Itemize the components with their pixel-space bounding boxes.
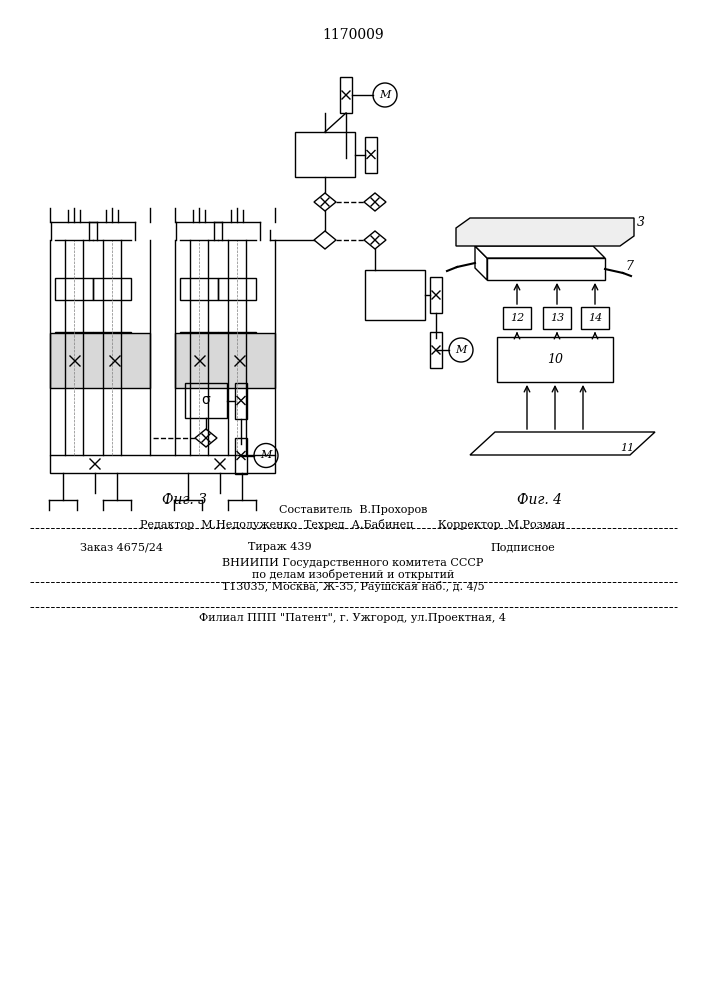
- Text: 10: 10: [547, 353, 563, 366]
- Bar: [581, 307, 609, 329]
- Bar: [365, 136, 377, 172]
- Text: M: M: [380, 90, 391, 100]
- Bar: [430, 277, 442, 313]
- Text: Редактор  М.Недолуженко  Техред  А.Бабинец       Корректор  М.Розман: Редактор М.Недолуженко Техред А.Бабинец …: [141, 520, 566, 530]
- Bar: [503, 307, 531, 329]
- Bar: [295, 132, 355, 177]
- Bar: [55, 332, 93, 354]
- Bar: [235, 438, 247, 474]
- Text: Заказ 4675/24: Заказ 4675/24: [80, 542, 163, 552]
- Text: по делам изобретений и открытий: по делам изобретений и открытий: [252, 570, 454, 580]
- Bar: [180, 278, 218, 300]
- Text: Филиал ППП "Патент", г. Ужгород, ул.Проектная, 4: Филиал ППП "Патент", г. Ужгород, ул.Прое…: [199, 613, 506, 623]
- Text: 3: 3: [637, 217, 645, 230]
- Bar: [365, 270, 425, 320]
- Bar: [497, 337, 613, 382]
- Text: 12: 12: [510, 313, 524, 323]
- Bar: [180, 332, 218, 354]
- Bar: [487, 258, 605, 280]
- Bar: [218, 278, 256, 300]
- Bar: [175, 333, 275, 388]
- Polygon shape: [475, 246, 487, 280]
- Bar: [543, 307, 571, 329]
- Text: Составитель  В.Прохоров: Составитель В.Прохоров: [279, 505, 427, 515]
- Text: Тираж 439: Тираж 439: [248, 542, 312, 552]
- Text: 113035, Москва, Ж-35, Раушская наб., д. 4/5: 113035, Москва, Ж-35, Раушская наб., д. …: [222, 582, 484, 592]
- Text: Подписное: Подписное: [490, 542, 555, 552]
- Text: ВНИИПИ Государственного комитета СССР: ВНИИПИ Государственного комитета СССР: [222, 558, 484, 568]
- Text: 11: 11: [620, 443, 634, 453]
- Text: 7: 7: [625, 260, 633, 273]
- Text: 13: 13: [550, 313, 564, 323]
- Bar: [430, 332, 442, 368]
- Polygon shape: [470, 432, 655, 455]
- Bar: [235, 382, 247, 418]
- Bar: [50, 455, 275, 473]
- Text: Фиг. 4: Фиг. 4: [518, 493, 563, 507]
- Text: M: M: [455, 345, 467, 355]
- Text: M: M: [260, 450, 271, 460]
- Bar: [55, 278, 93, 300]
- Bar: [93, 332, 131, 354]
- Bar: [218, 332, 256, 354]
- Text: 14: 14: [588, 313, 602, 323]
- Bar: [185, 383, 227, 418]
- Polygon shape: [456, 218, 634, 246]
- Bar: [93, 278, 131, 300]
- Text: σ: σ: [201, 393, 211, 408]
- Polygon shape: [475, 246, 605, 258]
- Text: Фиг. 3: Фиг. 3: [163, 493, 207, 507]
- Text: 1170009: 1170009: [322, 28, 384, 42]
- Bar: [50, 333, 150, 388]
- Bar: [340, 77, 352, 113]
